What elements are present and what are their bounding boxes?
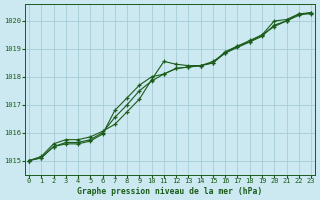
X-axis label: Graphe pression niveau de la mer (hPa): Graphe pression niveau de la mer (hPa) (77, 187, 263, 196)
